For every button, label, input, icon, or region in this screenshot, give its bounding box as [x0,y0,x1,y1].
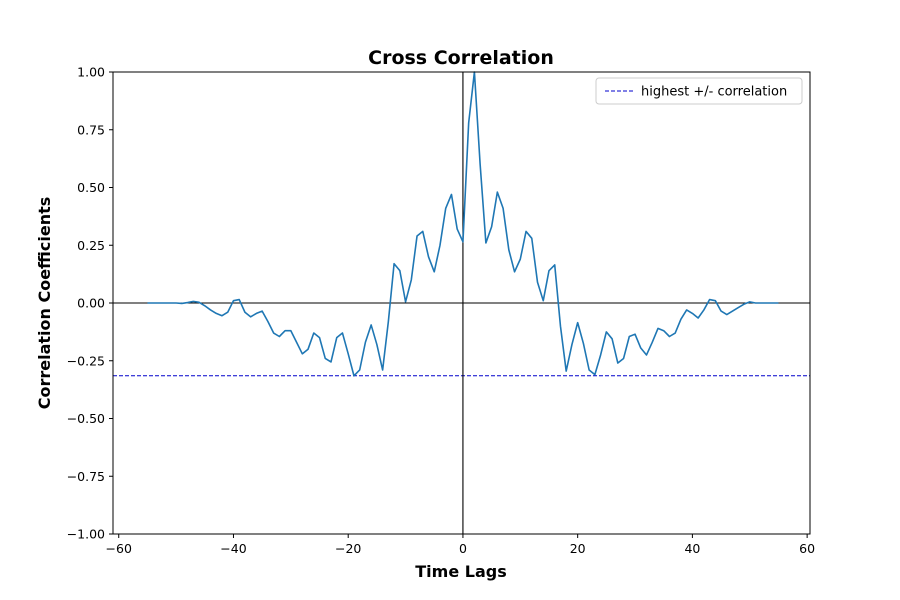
x-tick-label: 20 [570,541,586,556]
y-tick-label: −0.25 [67,353,105,368]
legend-box [595,77,803,105]
x-tick-label: 60 [799,541,815,556]
x-tick-label: 0 [459,541,467,556]
x-tick-label: −60 [106,541,132,556]
x-tick-label: −20 [335,541,361,556]
y-tick-label: 0.50 [77,180,105,195]
y-tick-label: 1.00 [77,65,105,80]
y-tick-label: −1.00 [67,527,105,542]
y-tick-label: 0.00 [77,296,105,311]
y-tick-label: −0.75 [67,469,105,484]
legend-label: highest +/- correlation [641,85,787,100]
chart-title: Cross Correlation [368,47,554,69]
x-tick-label: 40 [684,541,700,556]
x-axis-label: Time Lags [415,562,506,581]
y-tick-label: 0.75 [77,122,105,137]
y-tick-label: −0.50 [67,411,105,426]
x-tick-label: −40 [220,541,246,556]
correlation-series-line-0 [147,71,779,377]
y-tick-label: 0.25 [77,238,105,253]
y-axis-label: Correlation Coefficients [35,197,54,410]
